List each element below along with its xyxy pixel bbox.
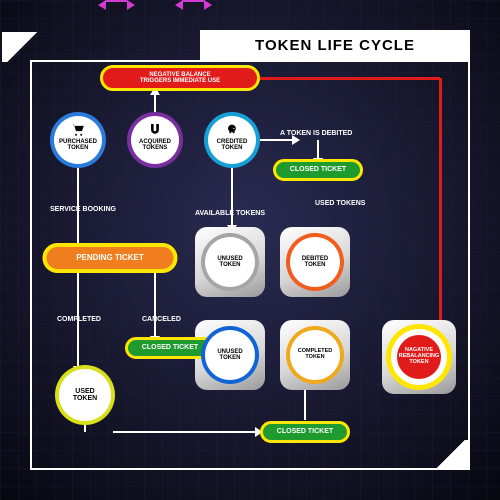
label: AVAILABLE TOKENS [195,210,265,217]
circle-acquired: ACQUIRED TOKENS [127,112,183,168]
label: A TOKEN IS DEBITED [280,130,352,137]
circle-DEBITED TOKEN: DEBITED TOKEN [286,233,344,291]
label: COMPLETED [57,316,101,323]
circle-COMPLETED TOKEN: COMPLETED TOKEN [286,326,344,384]
pill-PENDING TICKET: PENDING TICKET [43,243,178,273]
title-text: TOKEN LIFE CYCLE [255,37,415,54]
piggy-icon [223,122,241,138]
circle-UNUSED TOKEN: UNUSED TOKEN [201,326,259,384]
circle-NAGATIVE REBALANCING TOKEN: NAGATIVE REBALANCING TOKEN [386,324,452,390]
label: SERVICE BOOKING [50,206,116,213]
circle-credited: CREDITED TOKEN [204,112,260,168]
pill-NEGATIVE BALANCE TRIGGERS IMMEDIATE USE: NEGATIVE BALANCE TRIGGERS IMMEDIATE USE [100,65,260,91]
circle-UNUSED TOKEN: UNUSED TOKEN [201,233,259,291]
cart-icon [69,122,87,138]
label: CANCELED [142,316,181,323]
title-bar: TOKEN LIFE CYCLE [200,30,470,60]
magnet-icon [146,122,164,138]
pill-CLOSED TICKET: CLOSED TICKET [273,159,363,181]
label: USED TOKENS [315,200,365,207]
circle-USED TOKEN: USED TOKEN [55,365,115,425]
pill-CLOSED TICKET: CLOSED TICKET [260,421,350,443]
circle-purchased: PURCHASED TOKEN [50,112,106,168]
